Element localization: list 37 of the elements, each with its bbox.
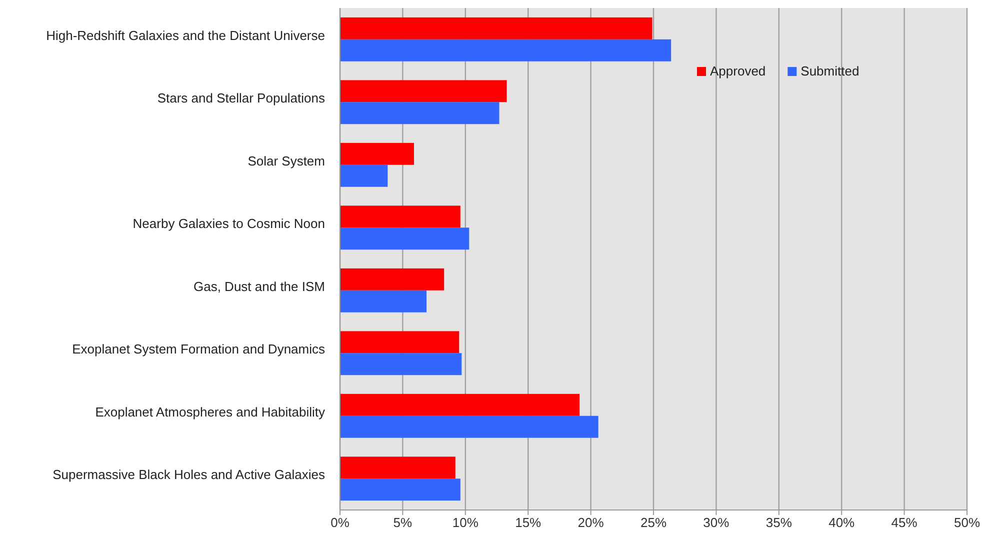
x-tick-label: 0%: [330, 515, 350, 530]
y-tick-label: Supermassive Black Holes and Active Galaxies: [52, 467, 326, 482]
y-tick-label: Gas, Dust and the ISM: [193, 278, 325, 294]
bar: [340, 80, 507, 102]
x-tick-label: 15%: [515, 515, 542, 530]
legend-label: Submitted: [800, 63, 860, 78]
x-tick-label: 5%: [393, 515, 413, 530]
y-tick-label: Exoplanet Atmospheres and Habitability: [95, 404, 326, 420]
bar: [340, 39, 672, 62]
y-tick-label: High-Redshift Galaxies and the Distant Universe: [46, 28, 325, 43]
bar: [340, 456, 456, 479]
y-tick-label: Nearby Galaxies to Cosmic Noon: [132, 216, 325, 232]
x-tick-label: 45%: [891, 515, 918, 530]
bar: [340, 102, 500, 124]
bar: [340, 394, 580, 416]
bar: [340, 206, 460, 228]
bar: [340, 331, 460, 354]
bar: [340, 478, 460, 501]
x-tick-label: 20%: [578, 515, 604, 530]
y-tick-label: Exoplanet System Formation and Dynamics: [72, 342, 326, 357]
legend-label: Approved: [710, 63, 766, 78]
y-tick-label: Solar System: [248, 153, 325, 168]
bar: [340, 290, 427, 312]
bar: [340, 17, 652, 40]
bar: [340, 268, 444, 290]
bar: [340, 416, 598, 438]
x-tick-label: 50%: [954, 515, 980, 530]
x-tick-label: 30%: [703, 515, 730, 530]
bar: [340, 353, 462, 376]
bar: [340, 228, 470, 250]
x-tick-label: 40%: [828, 515, 856, 530]
x-tick-label: 25%: [640, 515, 667, 530]
bar: [340, 164, 388, 187]
x-tick-label: 35%: [766, 515, 792, 530]
y-tick-label: Stars and Stellar Populations: [157, 90, 326, 106]
bar: [340, 142, 414, 165]
x-tick-label: 10%: [452, 515, 479, 530]
